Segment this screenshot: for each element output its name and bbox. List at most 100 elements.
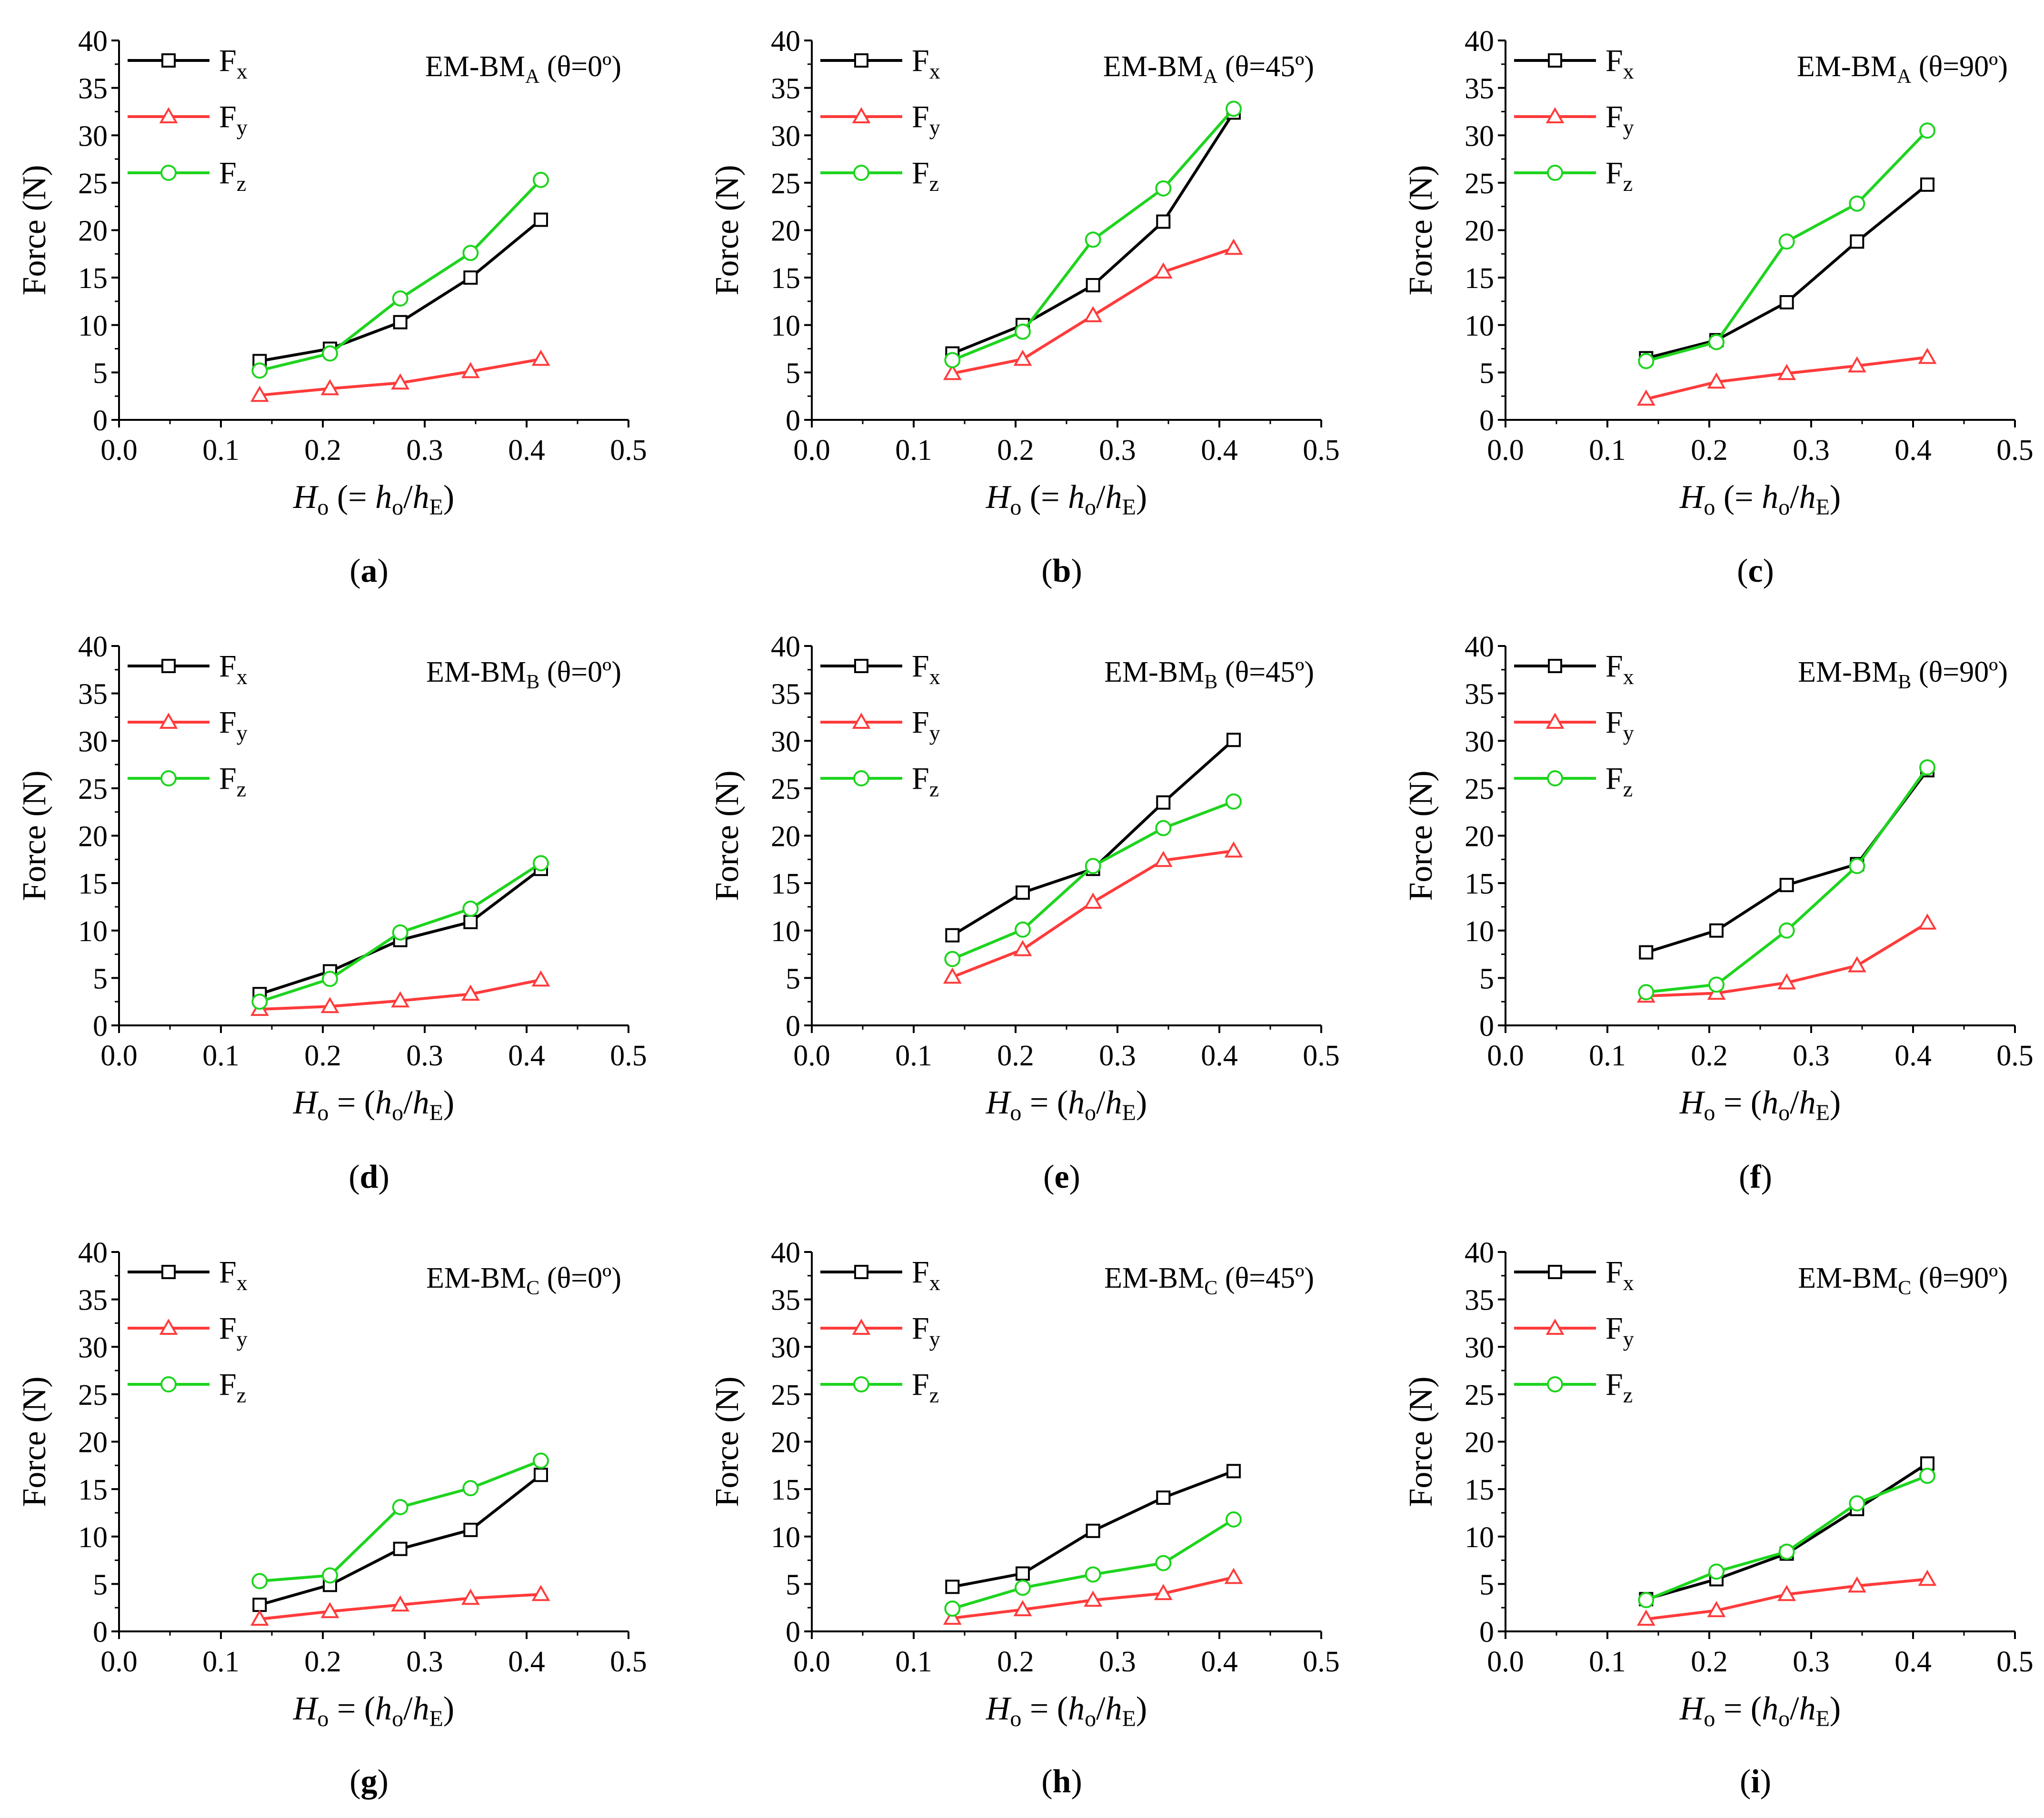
y-axis-label: Force (N)	[16, 770, 53, 901]
legend-label-Fz: Fz	[1605, 1367, 1633, 1407]
series-line-Fx	[1645, 183, 1928, 360]
legend-label-Fz: Fz	[1605, 761, 1633, 801]
chart-panel-e: 0 5 10 15 20 25 30 35 40 0.0 0.1 0.2 0.3 0.4 0.5 Force …	[709, 631, 1340, 1195]
x-tick-label: 0.4	[1201, 1040, 1238, 1072]
y-tick-label: 0	[786, 405, 800, 437]
data-point-Fz	[532, 1452, 549, 1469]
y-tick-label: 40	[78, 1237, 108, 1269]
legend-marker-Fz	[1547, 770, 1563, 786]
x-tick-label: 0.1	[202, 434, 239, 467]
data-point-Fz	[532, 855, 549, 872]
data-point-Fy	[531, 349, 550, 366]
data-point-Fx	[533, 212, 548, 227]
y-tick-label: 20	[771, 1427, 800, 1459]
x-tick-label: 0.1	[202, 1040, 239, 1072]
data-point-Fy	[943, 364, 962, 380]
data-point-Fz	[1085, 858, 1101, 874]
y-tick-label: 25	[78, 168, 108, 200]
data-point-Fx	[1709, 923, 1724, 938]
x-axis-label: Ho = (ho/hE)	[986, 1690, 1147, 1731]
data-point-Fx	[1015, 1566, 1030, 1581]
legend-label-Fy: Fy	[1605, 99, 1634, 139]
data-point-Fz	[1778, 233, 1795, 250]
chart-panel-i: 0 5 10 15 20 25 30 35 40 0.0 0.1 0.2 0.3 0.4 0.5 Force …	[1403, 1237, 2034, 1800]
x-tick-label: 0.5	[1996, 1646, 2034, 1678]
panel-label: (i)	[1740, 1763, 1771, 1800]
y-tick-label: 25	[771, 168, 800, 200]
data-point-Fy	[250, 1609, 269, 1626]
chart-title: EM-BMC (θ=0º)	[426, 1262, 621, 1299]
x-tick-label: 0.2	[997, 1646, 1034, 1678]
legend-marker-Fy	[159, 107, 178, 123]
y-tick-label: 5	[1479, 1569, 1494, 1601]
data-point-Fz	[1849, 858, 1865, 874]
x-tick-label: 0.0	[100, 1040, 138, 1072]
y-axis-label: Force (N)	[1403, 1376, 1439, 1507]
chart-title: EM-BMC (θ=90º)	[1798, 1262, 2008, 1299]
series-line-Fz	[259, 179, 542, 372]
chart-title: EM-BMB (θ=0º)	[426, 656, 621, 693]
data-point-Fx	[463, 914, 478, 929]
legend-label-Fz: Fz	[219, 761, 246, 801]
legend-label-Fy: Fy	[219, 99, 248, 139]
data-point-Fz	[944, 1600, 961, 1617]
data-point-Fz	[462, 245, 479, 261]
legend-marker-Fx	[854, 1265, 868, 1279]
x-tick-label: 0.1	[895, 1646, 932, 1678]
data-point-Fy	[531, 970, 550, 987]
y-tick-label: 0	[786, 1010, 800, 1043]
data-point-Fx	[945, 1580, 960, 1594]
x-tick-label: 0.5	[610, 434, 647, 467]
data-point-Fz	[1638, 353, 1655, 369]
x-tick-label: 0.4	[508, 1646, 545, 1678]
y-tick-label: 35	[78, 678, 108, 711]
y-tick-label: 0	[93, 405, 108, 437]
data-point-Fz	[1155, 820, 1172, 836]
data-point-Fx	[393, 1541, 408, 1556]
panel-label: (d)	[349, 1159, 389, 1195]
x-tick-label: 0.0	[1487, 1040, 1524, 1072]
panel-label: (b)	[1041, 553, 1082, 589]
data-point-Fz	[251, 362, 268, 379]
x-tick-label: 0.2	[1691, 1040, 1728, 1072]
legend-marker-Fx	[854, 659, 868, 673]
data-point-Fz	[1014, 921, 1031, 938]
legend-label-Fx: Fx	[1605, 649, 1634, 689]
x-tick-label: 0.3	[406, 434, 443, 467]
y-tick-label: 15	[771, 262, 800, 295]
series-line-Fx	[259, 1473, 542, 1607]
legend-marker-Fx	[1548, 659, 1562, 673]
x-axis-label: Ho = (ho/hE)	[293, 1084, 454, 1125]
x-tick-label: 0.3	[1099, 434, 1136, 467]
x-tick-label: 0.3	[406, 1646, 443, 1678]
y-tick-label: 30	[771, 120, 800, 152]
y-tick-label: 40	[771, 25, 800, 58]
y-tick-label: 5	[93, 357, 108, 389]
legend-label-Fx: Fx	[1605, 1255, 1634, 1295]
y-tick-label: 25	[1465, 773, 1494, 805]
y-tick-label: 30	[78, 725, 108, 758]
chart-panel-c: 0 5 10 15 20 25 30 35 40 0.0 0.1 0.2 0.3 0.4 0.5 Force …	[1403, 25, 2034, 589]
y-tick-label: 25	[771, 773, 800, 805]
chart-title: EM-BMC (θ=45º)	[1104, 1262, 1314, 1299]
data-point-Fy	[1224, 238, 1243, 255]
panel-label: (g)	[349, 1763, 389, 1800]
data-point-Fx	[1850, 234, 1865, 249]
legend-marker-Fz	[853, 1376, 869, 1392]
legend-marker-Fx	[161, 53, 176, 68]
y-tick-label: 0	[1479, 1616, 1494, 1649]
y-tick-label: 35	[78, 73, 108, 105]
data-point-Fz	[1085, 231, 1101, 248]
data-point-Fz	[321, 971, 338, 987]
legend-marker-Fz	[160, 165, 177, 181]
data-point-Fx	[1779, 295, 1794, 309]
data-point-Fz	[944, 352, 961, 368]
data-point-Fz	[1638, 984, 1655, 1001]
y-tick-label: 25	[1465, 1379, 1494, 1411]
legend-marker-Fy	[159, 712, 178, 729]
data-point-Fz	[944, 951, 961, 967]
data-point-Fy	[320, 997, 339, 1013]
data-point-Fx	[1156, 1490, 1171, 1505]
y-tick-label: 10	[1465, 1521, 1494, 1554]
y-tick-label: 10	[78, 1521, 108, 1554]
